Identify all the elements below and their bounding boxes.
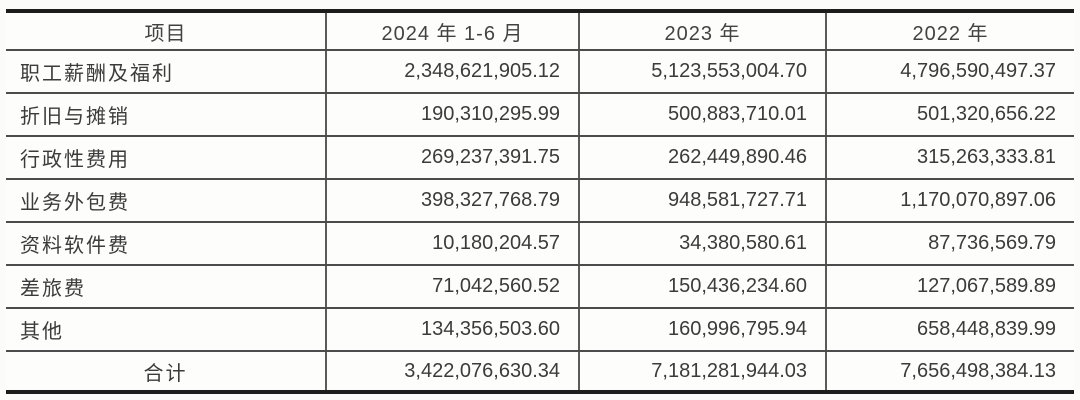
total-2022: 7,656,498,384.13 <box>825 351 1074 392</box>
column-header-2024h1: 2024 年 1-6 月 <box>325 11 579 51</box>
value-2023: 262,449,890.46 <box>578 136 826 180</box>
item-label: 差旅费 <box>6 265 326 309</box>
value-2022: 127,067,589.89 <box>825 265 1074 309</box>
header-row: 项目 2024 年 1-6 月 2023 年 2022 年 <box>6 11 1074 51</box>
value-2023: 500,883,710.01 <box>578 93 826 137</box>
table-row: 业务外包费 398,327,768.79 948,581,727.71 1,17… <box>6 179 1074 223</box>
total-2024: 3,422,076,630.34 <box>325 351 579 392</box>
value-2023: 160,996,795.94 <box>578 308 826 352</box>
value-2022: 87,736,569.79 <box>825 222 1074 266</box>
item-label: 职工薪酬及福利 <box>6 50 326 94</box>
value-2024: 398,327,768.79 <box>325 179 579 223</box>
total-2023: 7,181,281,944.03 <box>578 351 826 392</box>
table-body: 职工薪酬及福利 2,348,621,905.12 5,123,553,004.7… <box>6 50 1074 392</box>
value-2024: 10,180,204.57 <box>325 222 579 266</box>
value-2024: 2,348,621,905.12 <box>325 50 579 94</box>
column-header-item: 项目 <box>6 11 326 51</box>
value-2024: 269,237,391.75 <box>325 136 579 180</box>
value-2023: 150,436,234.60 <box>578 265 826 309</box>
value-2022: 1,170,070,897.06 <box>825 179 1074 223</box>
value-2022: 315,263,333.81 <box>825 136 1074 180</box>
total-label: 合计 <box>143 362 188 385</box>
column-header-2023: 2023 年 <box>578 11 826 51</box>
value-2024: 71,042,560.52 <box>325 265 579 309</box>
item-label: 折旧与摊销 <box>6 93 326 137</box>
expense-breakdown-table: 项目 2024 年 1-6 月 2023 年 2022 年 职工薪酬及福利 2,… <box>6 9 1074 394</box>
table-row: 职工薪酬及福利 2,348,621,905.12 5,123,553,004.7… <box>6 50 1074 94</box>
value-2024: 134,356,503.60 <box>325 308 579 352</box>
column-header-2022: 2022 年 <box>825 11 1074 51</box>
total-row: 合计 3,422,076,630.34 7,181,281,944.03 7,6… <box>6 351 1074 392</box>
value-2022: 4,796,590,497.37 <box>825 50 1074 94</box>
value-2023: 34,380,580.61 <box>578 222 826 266</box>
item-label: 其他 <box>6 308 326 352</box>
table-row: 折旧与摊销 190,310,295.99 500,883,710.01 501,… <box>6 93 1074 137</box>
table-row: 其他 134,356,503.60 160,996,795.94 658,448… <box>6 308 1074 352</box>
value-2022: 501,320,656.22 <box>825 93 1074 137</box>
value-2024: 190,310,295.99 <box>325 93 579 137</box>
value-2023: 5,123,553,004.70 <box>578 50 826 94</box>
table-row: 资料软件费 10,180,204.57 34,380,580.61 87,736… <box>6 222 1074 266</box>
table-header: 项目 2024 年 1-6 月 2023 年 2022 年 <box>6 11 1074 51</box>
table-row: 行政性费用 269,237,391.75 262,449,890.46 315,… <box>6 136 1074 180</box>
table-row: 差旅费 71,042,560.52 150,436,234.60 127,067… <box>6 265 1074 309</box>
value-2023: 948,581,727.71 <box>578 179 826 223</box>
item-label: 业务外包费 <box>6 179 326 223</box>
item-label: 行政性费用 <box>6 136 326 180</box>
value-2022: 658,448,839.99 <box>825 308 1074 352</box>
item-label: 资料软件费 <box>6 222 326 266</box>
